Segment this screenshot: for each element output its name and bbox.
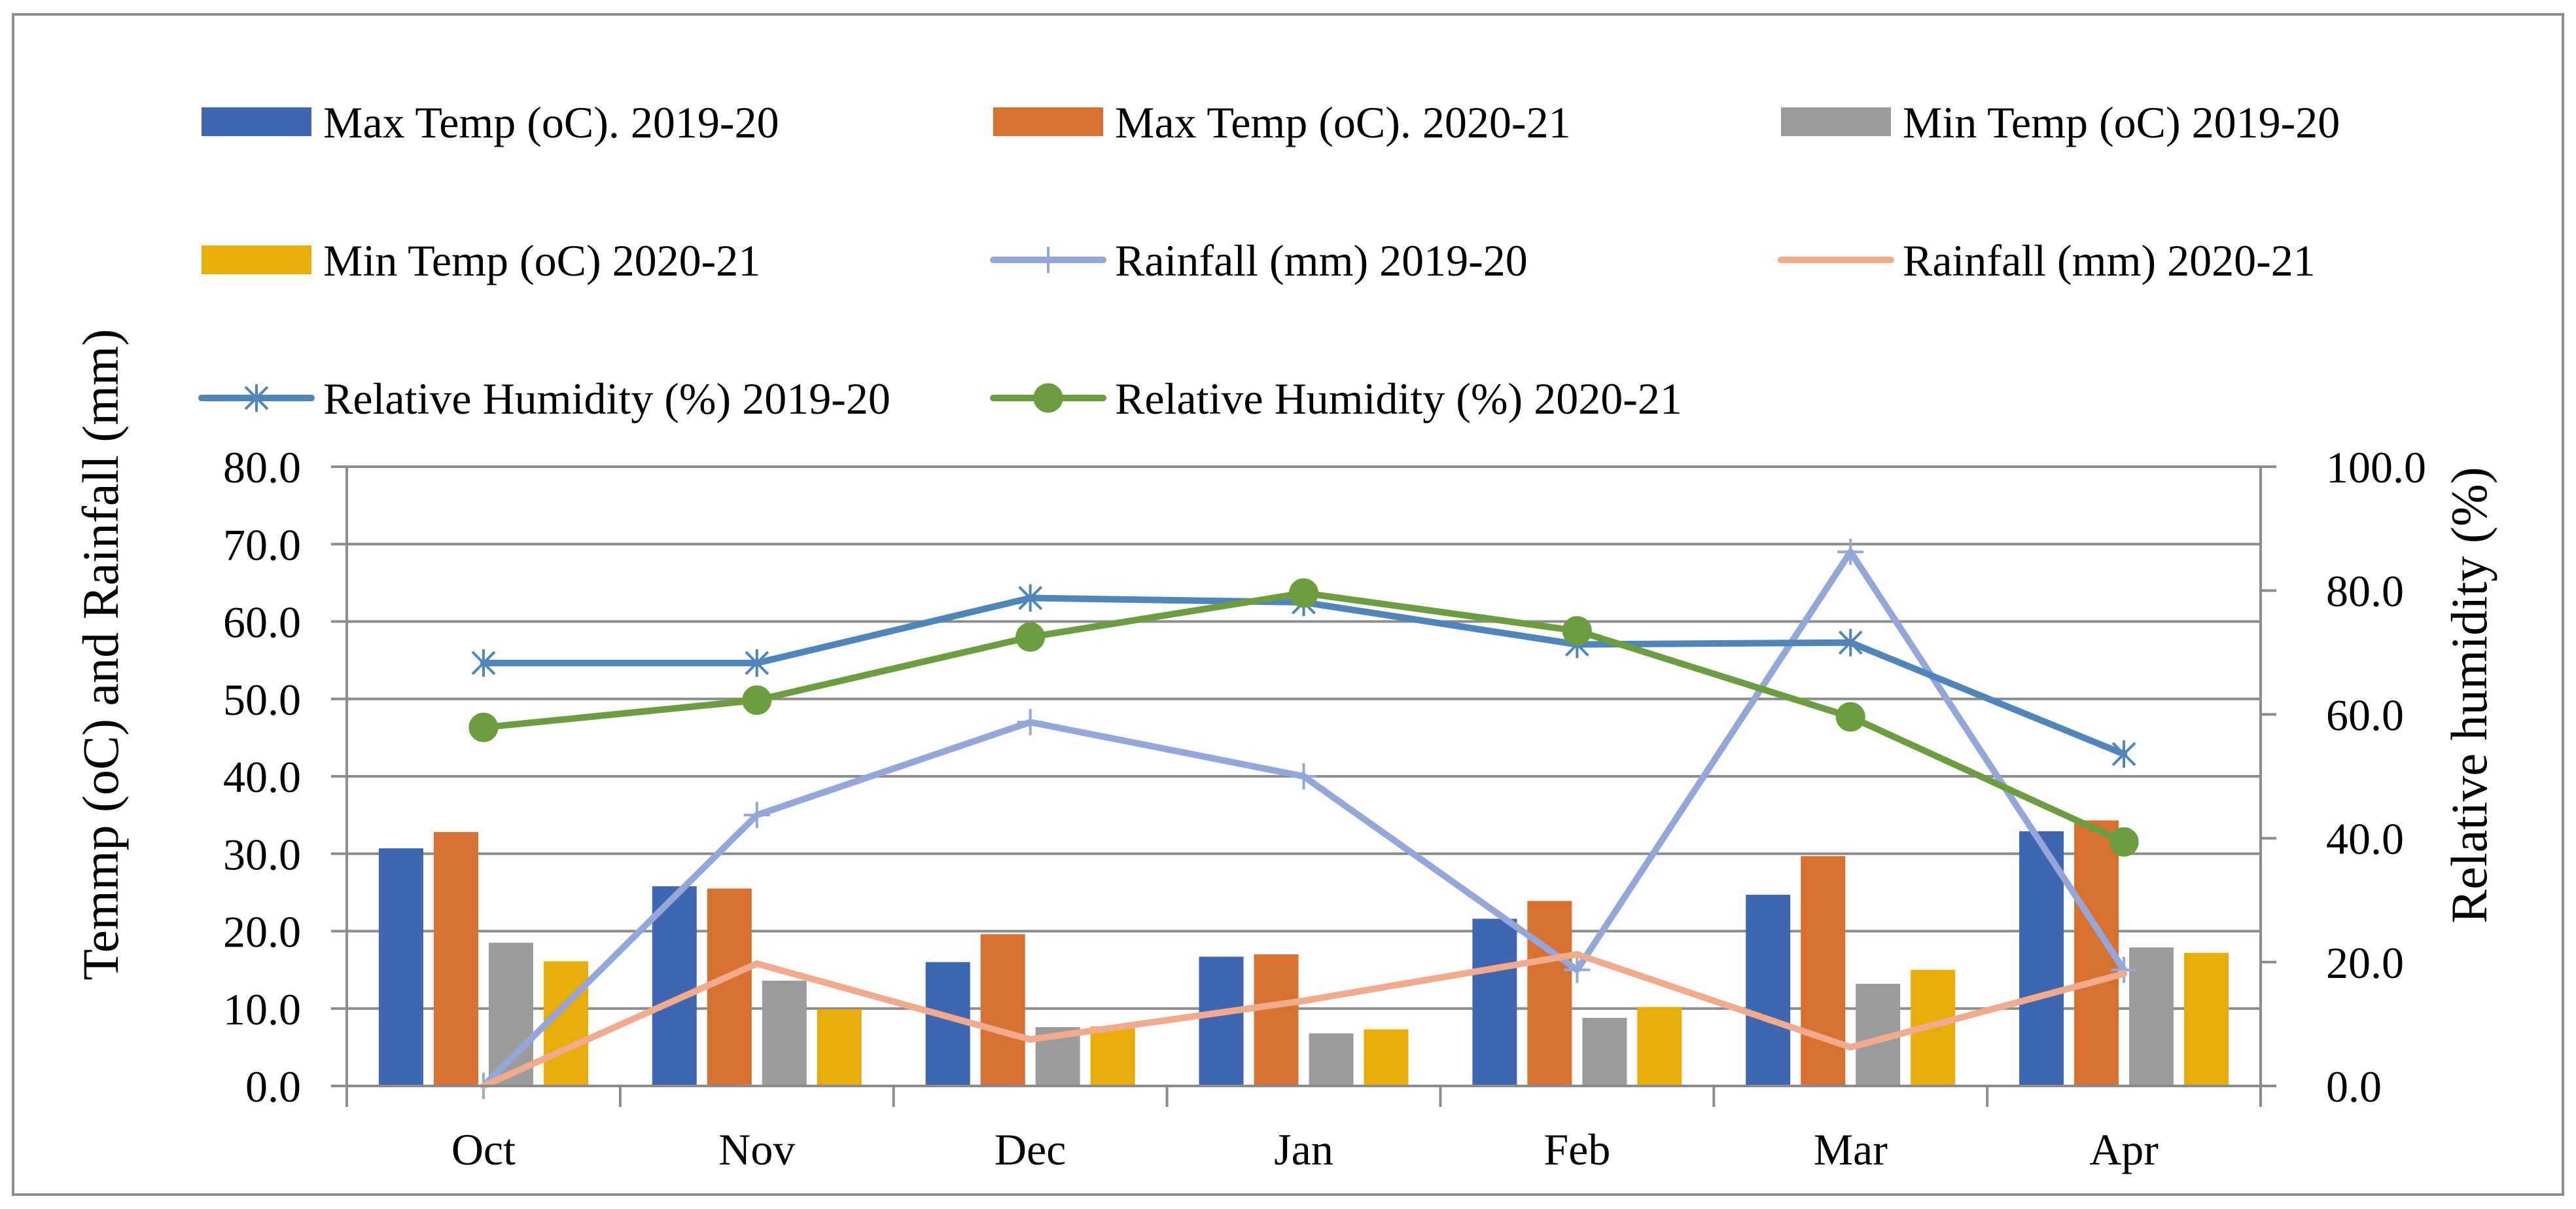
legend-item-rainfall-mm-2020-21: Rainfall (mm) 2020-21 — [1778, 236, 2316, 285]
bar-min-temp-oc-2020-21 — [1090, 1026, 1135, 1086]
point-rainfall-mm-2019-20 — [743, 802, 770, 829]
bar-max-temp-oc-2019-20 — [2019, 831, 2064, 1086]
y-tick-label: 60.0 — [223, 598, 301, 647]
y-axis-title: Temmp (oC) and Rainfall (mm) — [72, 329, 129, 980]
legend-item-min-temp-oc-2019-20: Min Temp (oC) 2019-20 — [1781, 98, 2340, 147]
bar-min-temp-oc-2019-20 — [1582, 1017, 1627, 1086]
bar-min-temp-oc-2019-20 — [1309, 1033, 1354, 1086]
legend-label: Relative Humidity (%) 2020-21 — [1115, 374, 1682, 424]
legend-swatch — [202, 107, 311, 136]
axes — [331, 465, 2276, 1107]
bar-max-temp-oc-2019-20 — [1472, 918, 1517, 1086]
point-relative-humidity-2019-20 — [2111, 740, 2136, 768]
bar-max-temp-oc-2020-21 — [1254, 954, 1299, 1086]
y2-tick-label: 80.0 — [2326, 566, 2404, 616]
point-relative-humidity-2019-20 — [1838, 628, 1863, 657]
legend-marker — [1035, 247, 1061, 273]
y-tick-label: 50.0 — [223, 675, 301, 725]
point-rainfall-mm-2019-20 — [1017, 709, 1044, 736]
bar-max-temp-oc-2020-21 — [433, 832, 478, 1086]
point-relative-humidity-2020-21 — [1289, 578, 1318, 608]
bar-min-temp-oc-2020-21 — [817, 1009, 862, 1086]
legend-label: Rainfall (mm) 2020-21 — [1903, 236, 2316, 285]
bar-min-temp-oc-2019-20 — [762, 981, 807, 1086]
legend: Max Temp (oC). 2019-20 Max Temp (oC). 202… — [198, 98, 2340, 424]
y-tick-label: 80.0 — [223, 442, 301, 492]
y-tick-label: 10.0 — [223, 984, 301, 1034]
x-tick-label: Nov — [718, 1125, 795, 1174]
line-rainfall-mm-2020-21 — [480, 950, 2128, 1089]
legend-marker — [1033, 383, 1063, 413]
legend-item-relative-humidity-2019-20: Relative Humidity (%) 2019-20 — [198, 374, 891, 424]
point-rainfall-mm-2019-20 — [1564, 956, 1591, 983]
tick-labels: 0.0 10.0 20.0 30.0 40.0 50.0 60.0 70.0 80.0 0.0 20… — [223, 442, 2426, 1174]
x-tick-label: Jan — [1274, 1125, 1333, 1174]
x-tick-label: Apr — [2089, 1125, 2159, 1174]
legend-item-max-temp-oc-2020-21: Max Temp (oC). 2020-21 — [993, 98, 1571, 147]
legend-item-rainfall-mm-2019-20: Rainfall (mm) 2019-20 — [990, 236, 1528, 285]
y2-tick-label: 0.0 — [2326, 1062, 2382, 1111]
y-tick-label: 20.0 — [223, 907, 301, 957]
bar-max-temp-oc-2020-21 — [1801, 856, 1846, 1086]
y-tick-label: 70.0 — [223, 520, 301, 569]
legend-label: Min Temp (oC) 2019-20 — [1903, 98, 2340, 147]
bar-max-temp-oc-2019-20 — [1199, 956, 1244, 1086]
point-relative-humidity-2020-21 — [2109, 827, 2139, 857]
bar-min-temp-oc-2020-21 — [1364, 1029, 1409, 1086]
y-tick-label: 0.0 — [245, 1062, 301, 1111]
x-tick-label: Dec — [995, 1125, 1066, 1174]
y-tick-label: 30.0 — [223, 829, 301, 879]
bar-max-temp-oc-2020-21 — [980, 934, 1025, 1086]
point-relative-humidity-2020-21 — [468, 712, 499, 742]
bar-min-temp-oc-2020-21 — [1637, 1007, 1682, 1086]
bar-min-temp-oc-2020-21 — [543, 961, 588, 1086]
bar-max-temp-oc-2019-20 — [652, 886, 697, 1086]
legend-swatch — [993, 107, 1103, 136]
bar-max-temp-oc-2020-21 — [707, 888, 752, 1086]
legend-label: Relative Humidity (%) 2019-20 — [323, 374, 891, 424]
point-relative-humidity-2020-21 — [742, 685, 772, 715]
point-rainfall-mm-2019-20 — [1837, 539, 1864, 566]
legend-label: Min Temp (oC) 2020-21 — [323, 236, 760, 285]
bar-series — [378, 820, 2229, 1086]
legend-item-relative-humidity-2020-21: Relative Humidity (%) 2020-21 — [990, 374, 1682, 424]
line-series — [468, 539, 2139, 1099]
x-tick-label: Mar — [1814, 1125, 1888, 1174]
y2-axis-title: Relative humidity (%) — [2441, 467, 2497, 924]
x-tick-label: Feb — [1544, 1125, 1610, 1174]
y2-tick-label: 40.0 — [2326, 814, 2404, 864]
legend-label: Max Temp (oC). 2019-20 — [323, 98, 779, 147]
legend-item-max-temp-oc-2019-20: Max Temp (oC). 2019-20 — [202, 98, 779, 147]
y2-tick-label: 20.0 — [2326, 938, 2404, 988]
legend-marker — [244, 384, 269, 412]
point-relative-humidity-2020-21 — [1562, 616, 1592, 646]
legend-swatch — [1781, 107, 1891, 136]
legend-label: Max Temp (oC). 2020-21 — [1115, 98, 1571, 147]
point-relative-humidity-2019-20 — [1018, 584, 1043, 612]
point-rainfall-mm-2019-20 — [2111, 956, 2138, 983]
point-relative-humidity-2019-20 — [745, 649, 769, 677]
bar-min-temp-oc-2019-20 — [2129, 947, 2174, 1086]
bar-max-temp-oc-2020-21 — [1527, 901, 1572, 1086]
legend-swatch — [202, 245, 311, 274]
y2-tick-label: 100.0 — [2326, 442, 2426, 492]
point-rainfall-mm-2019-20 — [1290, 763, 1317, 789]
y2-tick-label: 60.0 — [2326, 690, 2404, 740]
point-relative-humidity-2020-21 — [1835, 702, 1865, 732]
point-relative-humidity-2020-21 — [1015, 622, 1046, 652]
bar-max-temp-oc-2019-20 — [378, 848, 423, 1086]
legend-label: Rainfall (mm) 2019-20 — [1115, 236, 1528, 285]
legend-item-min-temp-oc-2020-21: Min Temp (oC) 2020-21 — [202, 236, 760, 285]
x-tick-label: Oct — [451, 1125, 516, 1174]
y-tick-label: 40.0 — [223, 752, 301, 802]
bar-min-temp-oc-2020-21 — [2184, 952, 2229, 1086]
bar-max-temp-oc-2019-20 — [1746, 894, 1791, 1086]
point-relative-humidity-2019-20 — [471, 649, 496, 677]
